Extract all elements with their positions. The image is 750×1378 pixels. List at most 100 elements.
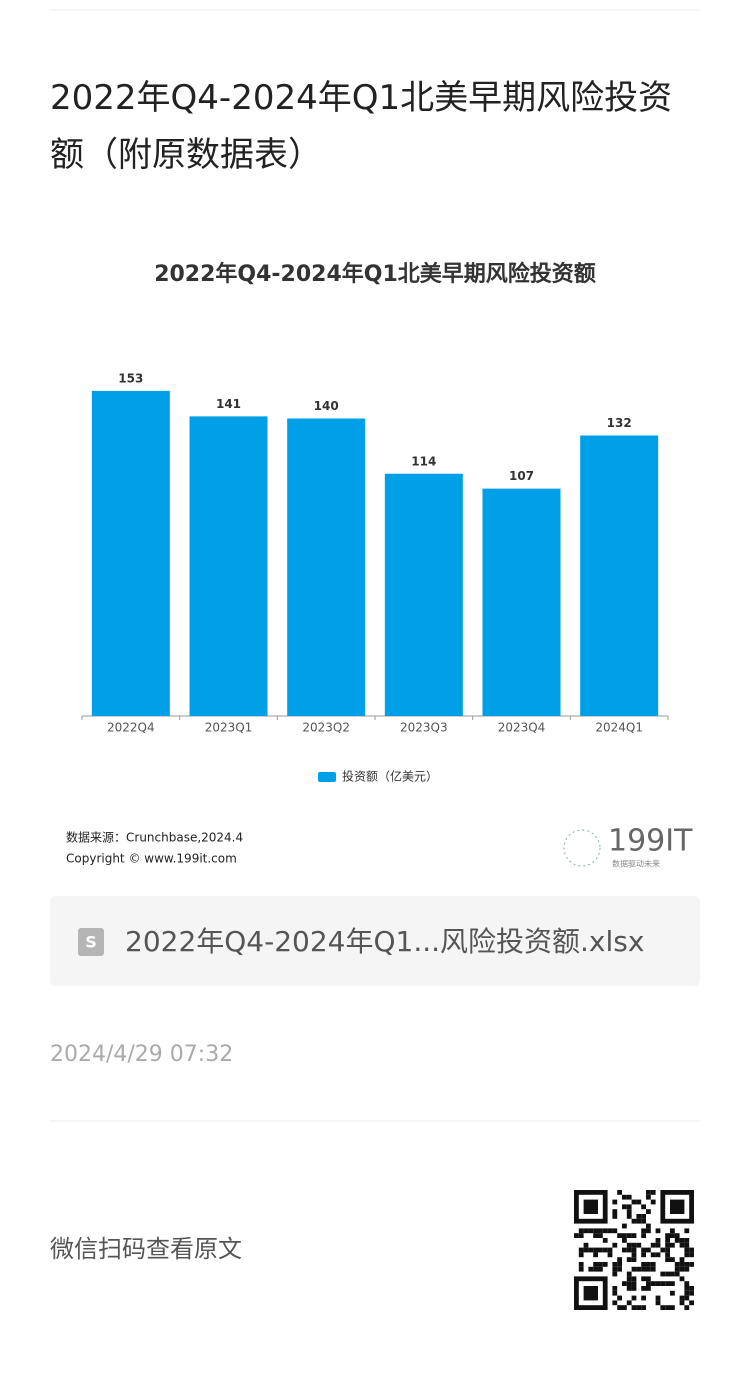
qr-module: [602, 1262, 608, 1267]
qr-module: [607, 1228, 613, 1234]
qr-module: [660, 1247, 666, 1253]
qr-module: [617, 1233, 622, 1238]
attachment-filename[interactable]: 2022年Q4-2024年Q1...风险投资额.xlsx: [125, 925, 644, 958]
qr-module: [612, 1290, 618, 1296]
qr-module: [684, 1247, 690, 1253]
qr-module: [578, 1266, 584, 1272]
qr-module: [650, 1252, 656, 1258]
x-tick-label: 2023Q1: [205, 721, 253, 735]
qr-module: [684, 1262, 690, 1267]
qr-module: [626, 1281, 632, 1286]
qr-module: [665, 1238, 670, 1243]
qr-module: [655, 1228, 661, 1234]
qr-module: [689, 1262, 694, 1267]
qr-module: [670, 1305, 675, 1310]
qr-module: [626, 1233, 632, 1238]
qr-module: [641, 1266, 646, 1272]
qr-module: [626, 1242, 632, 1248]
bar: [287, 418, 366, 716]
qr-module: [578, 1262, 584, 1267]
qr-module: [631, 1252, 637, 1258]
qr-module: [646, 1194, 651, 1200]
qr-code[interactable]: [574, 1190, 694, 1310]
qr-module: [607, 1252, 613, 1258]
qr-module: [641, 1305, 646, 1310]
qr-module: [646, 1223, 651, 1229]
qr-module: [641, 1262, 646, 1267]
qr-module: [588, 1266, 594, 1272]
qr-module: [665, 1252, 670, 1258]
qr-module: [670, 1228, 675, 1234]
qr-module: [578, 1233, 584, 1238]
qr-module: [665, 1281, 670, 1286]
qr-module: [626, 1204, 632, 1210]
qr-module: [641, 1204, 646, 1210]
qr-module: [588, 1247, 594, 1253]
attachment-card[interactable]: [50, 896, 700, 986]
qr-module: [622, 1204, 627, 1210]
qr-module: [612, 1209, 618, 1214]
publish-date: 2024/4/29 07:32: [50, 1042, 233, 1067]
qr-module: [626, 1300, 632, 1306]
x-tick-label: 2023Q3: [400, 721, 448, 735]
qr-module: [679, 1238, 685, 1243]
qr-module: [679, 1300, 685, 1306]
qr-module: [631, 1242, 637, 1248]
qr-module: [641, 1218, 646, 1224]
qr-module: [689, 1252, 694, 1258]
qr-module: [646, 1190, 651, 1195]
qr-module: [684, 1295, 690, 1301]
qr-module: [598, 1247, 603, 1253]
file-icon-glyph: S: [85, 933, 97, 952]
qr-module: [646, 1262, 651, 1267]
qr-module: [684, 1281, 690, 1286]
qr-module: [684, 1286, 690, 1291]
source-text: 数据来源：Crunchbase,2024.4: [66, 830, 243, 845]
x-tick-label: 2023Q4: [498, 721, 546, 735]
qr-module: [598, 1228, 603, 1234]
qr-module: [660, 1305, 666, 1310]
footer-text: 微信扫码查看原文: [50, 1235, 242, 1263]
qr-module: [612, 1228, 618, 1234]
qr-module: [646, 1209, 651, 1214]
qr-module: [641, 1228, 646, 1234]
qr-module: [650, 1242, 656, 1248]
logo-name: 199IT: [608, 824, 693, 859]
qr-module: [689, 1247, 694, 1253]
qr-module: [598, 1266, 603, 1272]
file-icon: [78, 928, 104, 956]
qr-module: [631, 1295, 637, 1301]
qr-module: [636, 1199, 642, 1205]
qr-module: [655, 1238, 661, 1243]
qr-module: [631, 1218, 637, 1224]
qr-module: [689, 1300, 694, 1306]
qr-module: [626, 1247, 632, 1253]
qr-module: [670, 1281, 675, 1286]
qr-module: [655, 1295, 661, 1301]
qr-module: [631, 1281, 637, 1286]
qr-module: [612, 1300, 618, 1306]
qr-module: [626, 1271, 632, 1277]
bar: [482, 488, 561, 716]
qr-module: [646, 1276, 651, 1282]
qr-module: [622, 1305, 627, 1310]
x-tick-label: 2022Q4: [107, 721, 155, 735]
qr-module: [578, 1228, 584, 1234]
qr-module: [665, 1247, 670, 1253]
qr-module: [617, 1190, 622, 1195]
qr-module: [612, 1242, 618, 1248]
qr-module: [612, 1199, 618, 1205]
qr-module: [612, 1271, 618, 1277]
qr-module: [636, 1266, 642, 1272]
qr-module: [679, 1276, 685, 1282]
qr-module: [636, 1242, 642, 1248]
qr-module: [684, 1252, 690, 1258]
qr-module: [612, 1286, 618, 1291]
qr-module: [593, 1228, 598, 1234]
qr-module: [607, 1247, 613, 1253]
qr-module: [679, 1257, 685, 1262]
qr-module: [665, 1257, 670, 1262]
qr-module: [631, 1305, 637, 1310]
qr-module: [650, 1262, 656, 1267]
qr-module: [617, 1295, 622, 1301]
